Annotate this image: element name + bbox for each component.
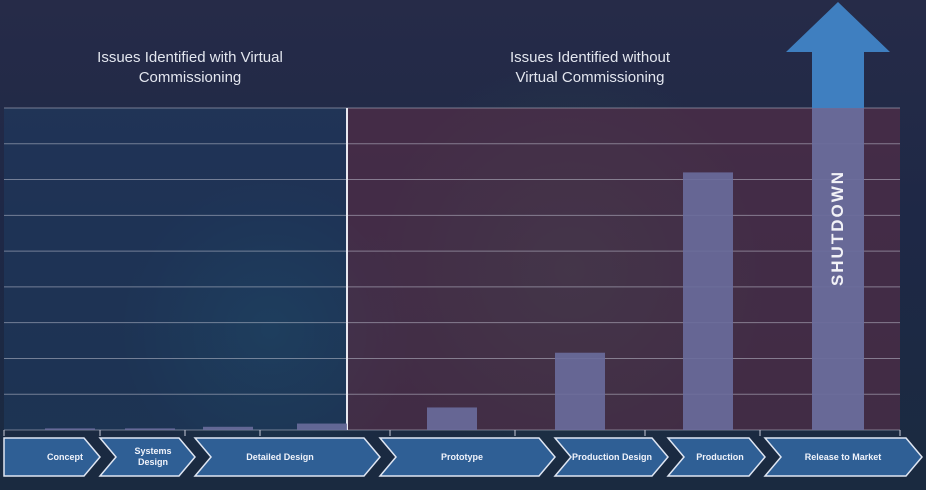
phase-chevron-6 [763,437,923,477]
phase-label-3: Prototype [440,451,483,462]
region-with-vc [4,108,347,430]
bar-5 [555,352,605,430]
phase-label-4: Production Design [571,451,652,462]
caption-without-virtual-commissioning: Issues Identified without Virtual Commis… [509,49,671,86]
phase-chevron-3 [378,437,556,477]
bar-1 [125,428,175,430]
phase-chevron-4 [553,437,669,477]
shutdown-label-text: SHUTDOWN [828,169,847,287]
phase-label-5: Production [696,451,744,462]
region-without-vc [347,108,900,430]
bar-4 [427,407,477,430]
bar-overflow [812,108,864,430]
phase-chevron-2 [193,437,381,477]
bar-6 [683,172,733,430]
bar-2 [203,426,253,430]
phase-label-1: Systems Design [134,446,172,467]
bar-0 [45,428,95,430]
phase-label-0: Concept [47,451,83,462]
bar-3 [297,423,347,430]
phase-chevron-0 [3,437,101,477]
shutdown-arrow-icon [786,2,890,108]
phase-chevron-1 [98,437,196,477]
phase-label-2: Detailed Design [246,451,314,462]
caption-with-virtual-commissioning: Issues Identified with Virtual Commissio… [97,49,283,86]
phase-chevron-5 [666,437,766,477]
phase-label-6: Release to Market [804,451,882,462]
